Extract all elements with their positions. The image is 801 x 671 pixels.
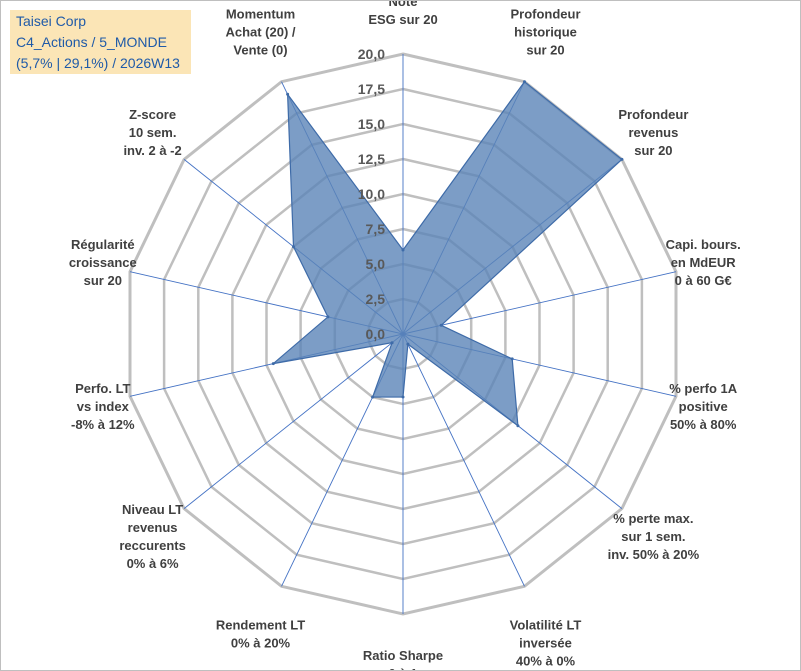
axis-label-4-line-2: 50% à 80% — [670, 417, 737, 432]
axis-label-3-line-1: en MdEUR — [671, 255, 737, 270]
axis-label-13: Momentum Achat (20) / Vente (0) — [225, 7, 295, 58]
data-point-0 — [401, 248, 405, 252]
tick-label-5: 12,5 — [358, 151, 385, 167]
axis-label-11-line-0: Régularité — [71, 237, 135, 252]
axis-label-10: Perfo. LT vs index -8% à 12% — [71, 381, 135, 432]
axis-label-2-line-1: revenus — [628, 125, 678, 140]
axis-label-7-line-0: Ratio Sharpe — [363, 648, 443, 663]
data-point-5 — [516, 424, 520, 428]
data-point-10 — [271, 362, 275, 366]
axis-label-13-line-0: Momentum — [226, 7, 295, 22]
axis-label-6-line-1: inversée — [519, 635, 572, 650]
title-stats: (5,7% | 29,1%) / 2026W13 — [16, 55, 180, 71]
data-point-8 — [371, 395, 375, 399]
axis-label-7: Ratio Sharpe 0 à 1 — [363, 648, 443, 670]
axis-label-10-line-1: vs index — [77, 399, 130, 414]
data-point-1 — [523, 80, 526, 84]
tick-label-0: 0,0 — [366, 326, 386, 342]
data-point-7 — [401, 395, 405, 399]
axis-label-10-line-0: Perfo. LT — [75, 381, 130, 396]
axis-label-2: Profondeur revenus sur 20 — [618, 107, 688, 158]
axis-label-1-line-2: sur 20 — [526, 43, 564, 58]
axis-label-8: Rendement LT 0% à 20% — [216, 617, 305, 650]
axis-label-2-line-2: sur 20 — [634, 143, 672, 158]
axis-label-8-line-1: 0% à 20% — [231, 635, 291, 650]
axis-label-5-line-2: inv. 50% à 20% — [608, 547, 700, 562]
tick-label-7: 17,5 — [358, 81, 385, 97]
spoke-9 — [183, 333, 404, 509]
axis-label-11-line-2: sur 20 — [84, 273, 122, 288]
axis-label-10-line-2: -8% à 12% — [71, 417, 135, 432]
axis-label-4: % perfo 1A positive 50% à 80% — [669, 381, 738, 432]
axis-label-5-line-0: % perte max. — [613, 511, 693, 526]
axis-label-9: Niveau LT revenus reccurents 0% à 6% — [119, 502, 185, 571]
axis-label-13-line-1: Achat (20) / — [225, 25, 295, 40]
axis-label-0: Note ESG sur 20 — [368, 1, 437, 27]
axis-label-13-line-2: Vente (0) — [233, 43, 287, 58]
axis-label-12-line-2: inv. 2 à -2 — [123, 143, 181, 158]
spoke-3 — [402, 271, 677, 335]
axis-label-5: % perte max. sur 1 sem. inv. 50% à 20% — [608, 511, 700, 562]
axis-label-11: Régularité croissance sur 20 — [69, 237, 137, 288]
title-category: C4_Actions / 5_MONDE — [16, 34, 167, 50]
tick-label-3: 7,5 — [366, 221, 386, 237]
axis-label-6-line-0: Volatilité LT — [510, 617, 582, 632]
data-point-6 — [406, 342, 410, 346]
tick-label-6: 15,0 — [358, 116, 385, 132]
axis-label-1-line-0: Profondeur — [510, 7, 580, 22]
axis-label-6: Volatilité LT inversée 40% à 0% — [510, 617, 582, 668]
axis-label-3: Capi. bours. en MdEUR 0 à 60 G€ — [666, 237, 741, 288]
axis-label-9-line-0: Niveau LT — [122, 502, 183, 517]
data-point-4 — [510, 357, 514, 361]
axis-label-5-line-1: sur 1 sem. — [621, 529, 685, 544]
axis-label-9-line-3: 0% à 6% — [127, 556, 179, 571]
tick-label-1: 2,5 — [366, 291, 386, 307]
axis-label-9-line-2: reccurents — [119, 538, 185, 553]
axis-label-7-line-1: 0 à 1 — [389, 666, 418, 670]
tick-label-4: 10,0 — [358, 186, 385, 202]
axis-label-6-line-2: 40% à 0% — [516, 653, 576, 668]
axis-label-11-line-1: croissance — [69, 255, 137, 270]
data-point-13 — [286, 92, 290, 96]
axis-label-9-line-1: revenus — [128, 520, 178, 535]
spoke-6 — [402, 333, 525, 587]
axis-label-12-line-0: Z-score — [129, 107, 176, 122]
axis-label-2-line-0: Profondeur — [618, 107, 688, 122]
data-point-11 — [326, 315, 330, 319]
tick-label-8: 20,0 — [358, 46, 385, 62]
axis-label-0-line-1: ESG sur 20 — [368, 12, 437, 27]
tick-label-2: 5,0 — [366, 256, 386, 272]
axis-label-3-line-2: 0 à 60 G€ — [675, 273, 732, 288]
axis-label-8-line-0: Rendement LT — [216, 617, 305, 632]
axis-label-12: Z-score 10 sem. inv. 2 à -2 — [123, 107, 181, 158]
title-box: Taisei Corp C4_Actions / 5_MONDE (5,7% |… — [10, 10, 191, 74]
data-point-9 — [390, 341, 394, 345]
data-point-12 — [292, 245, 295, 249]
axis-label-3-line-0: Capi. bours. — [666, 237, 741, 252]
axis-label-4-line-0: % perfo 1A — [669, 381, 738, 396]
axis-label-4-line-1: positive — [679, 399, 728, 414]
axis-label-1: Profondeur historique sur 20 — [510, 7, 580, 58]
title-company: Taisei Corp — [16, 13, 87, 29]
data-point-2 — [620, 157, 624, 161]
axis-label-0-line-0: Note — [389, 1, 418, 9]
axis-label-12-line-1: 10 sem. — [129, 125, 177, 140]
data-point-3 — [439, 323, 443, 327]
axis-label-1-line-1: historique — [514, 25, 577, 40]
